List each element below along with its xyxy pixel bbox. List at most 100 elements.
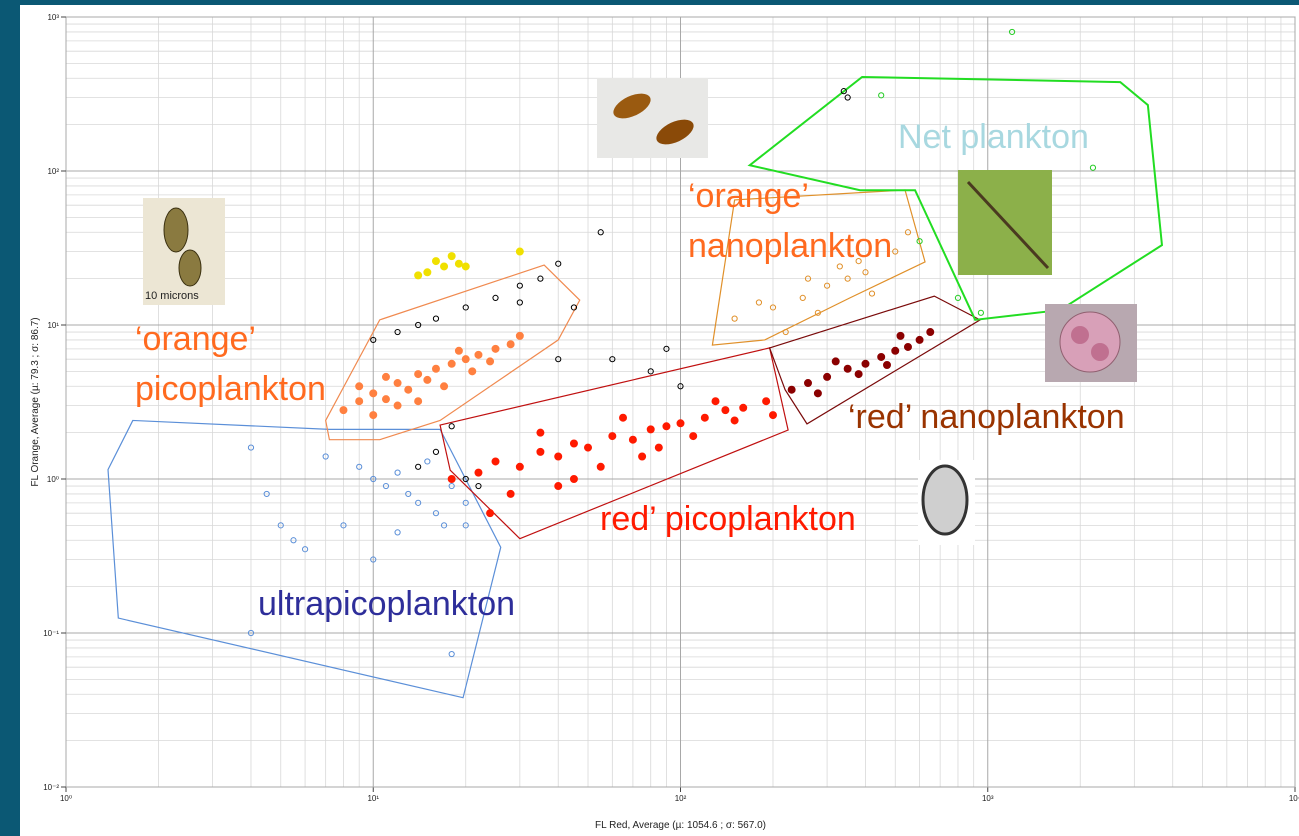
point bbox=[638, 452, 647, 461]
y-tick-label: 10² bbox=[47, 167, 59, 176]
point bbox=[804, 379, 813, 388]
point bbox=[462, 499, 469, 506]
point bbox=[596, 462, 605, 471]
point bbox=[892, 248, 899, 255]
point bbox=[823, 282, 831, 289]
point bbox=[677, 383, 684, 390]
y-tick-label: 10³ bbox=[47, 13, 59, 22]
point bbox=[536, 428, 545, 437]
point bbox=[381, 395, 390, 404]
point bbox=[731, 315, 738, 322]
point bbox=[689, 432, 698, 441]
x-tick-label: 10⁰ bbox=[60, 794, 72, 803]
point bbox=[491, 457, 500, 466]
photos: 10 microns bbox=[143, 78, 1137, 545]
photo-cell bbox=[1059, 311, 1121, 373]
point bbox=[340, 522, 347, 529]
point bbox=[486, 357, 495, 366]
point bbox=[492, 294, 499, 301]
point bbox=[555, 260, 562, 267]
point bbox=[844, 94, 851, 101]
point bbox=[954, 294, 962, 301]
point bbox=[516, 299, 523, 306]
point bbox=[355, 382, 364, 391]
point bbox=[977, 309, 985, 316]
point bbox=[369, 411, 378, 420]
x-axis-title: FL Red, Average (µ: 1054.6 ; σ: 567.0) bbox=[595, 820, 766, 831]
gate-label: Net plankton bbox=[898, 118, 1089, 156]
x-tick-label: 10¹ bbox=[367, 794, 379, 803]
point bbox=[862, 269, 869, 276]
x-tick-label: 10³ bbox=[982, 794, 994, 803]
photo-cell bbox=[1091, 343, 1109, 361]
point bbox=[515, 247, 524, 256]
point bbox=[447, 475, 456, 483]
point bbox=[432, 315, 440, 322]
point bbox=[782, 328, 789, 336]
point bbox=[414, 271, 423, 280]
point bbox=[536, 447, 545, 456]
point bbox=[447, 359, 456, 368]
point bbox=[448, 482, 455, 490]
point bbox=[506, 340, 515, 349]
point bbox=[904, 229, 912, 236]
point bbox=[461, 262, 470, 271]
point bbox=[676, 419, 685, 428]
photo-cell bbox=[656, 119, 694, 145]
point bbox=[462, 522, 469, 529]
point bbox=[916, 238, 923, 245]
photo-cell bbox=[966, 180, 1050, 270]
point bbox=[382, 482, 390, 490]
point bbox=[468, 367, 477, 376]
gate-label: picoplankton bbox=[135, 370, 326, 408]
point bbox=[878, 92, 885, 99]
point bbox=[370, 556, 377, 563]
point bbox=[926, 328, 935, 337]
point bbox=[263, 490, 270, 498]
point bbox=[1008, 28, 1016, 36]
point bbox=[730, 416, 739, 425]
point bbox=[584, 443, 593, 452]
point bbox=[486, 509, 495, 518]
x-tick-label: 10⁴ bbox=[1289, 794, 1299, 803]
point bbox=[843, 364, 852, 373]
point bbox=[903, 342, 912, 351]
x-tick-label: 10² bbox=[675, 794, 687, 803]
point bbox=[462, 304, 469, 311]
photo-cell bbox=[1071, 326, 1089, 344]
point bbox=[405, 490, 412, 498]
point bbox=[393, 401, 402, 410]
point bbox=[854, 370, 863, 379]
y-tick-label: 10⁰ bbox=[47, 475, 59, 484]
point bbox=[537, 275, 544, 282]
point bbox=[555, 356, 562, 363]
point bbox=[646, 425, 655, 434]
point bbox=[755, 299, 763, 306]
gate-label: ‘orange’ bbox=[688, 177, 809, 215]
gate bbox=[768, 295, 982, 425]
point bbox=[462, 475, 469, 483]
point bbox=[423, 268, 432, 277]
point bbox=[570, 304, 578, 311]
point bbox=[609, 356, 616, 363]
gate bbox=[325, 264, 581, 441]
point bbox=[404, 385, 413, 394]
gate-label: ‘orange’ bbox=[135, 320, 256, 358]
point bbox=[448, 650, 455, 658]
point bbox=[554, 452, 563, 461]
point bbox=[739, 403, 748, 412]
point bbox=[840, 88, 847, 95]
point bbox=[393, 379, 402, 388]
photo-cell bbox=[613, 93, 651, 119]
point bbox=[861, 359, 870, 368]
point bbox=[247, 444, 255, 451]
point bbox=[619, 413, 628, 422]
point bbox=[415, 463, 422, 470]
point bbox=[597, 229, 604, 236]
point bbox=[569, 475, 578, 483]
point bbox=[431, 257, 440, 266]
point bbox=[769, 304, 777, 311]
point bbox=[432, 448, 440, 455]
gate-label: ‘red’ nanoplankton bbox=[848, 398, 1125, 436]
